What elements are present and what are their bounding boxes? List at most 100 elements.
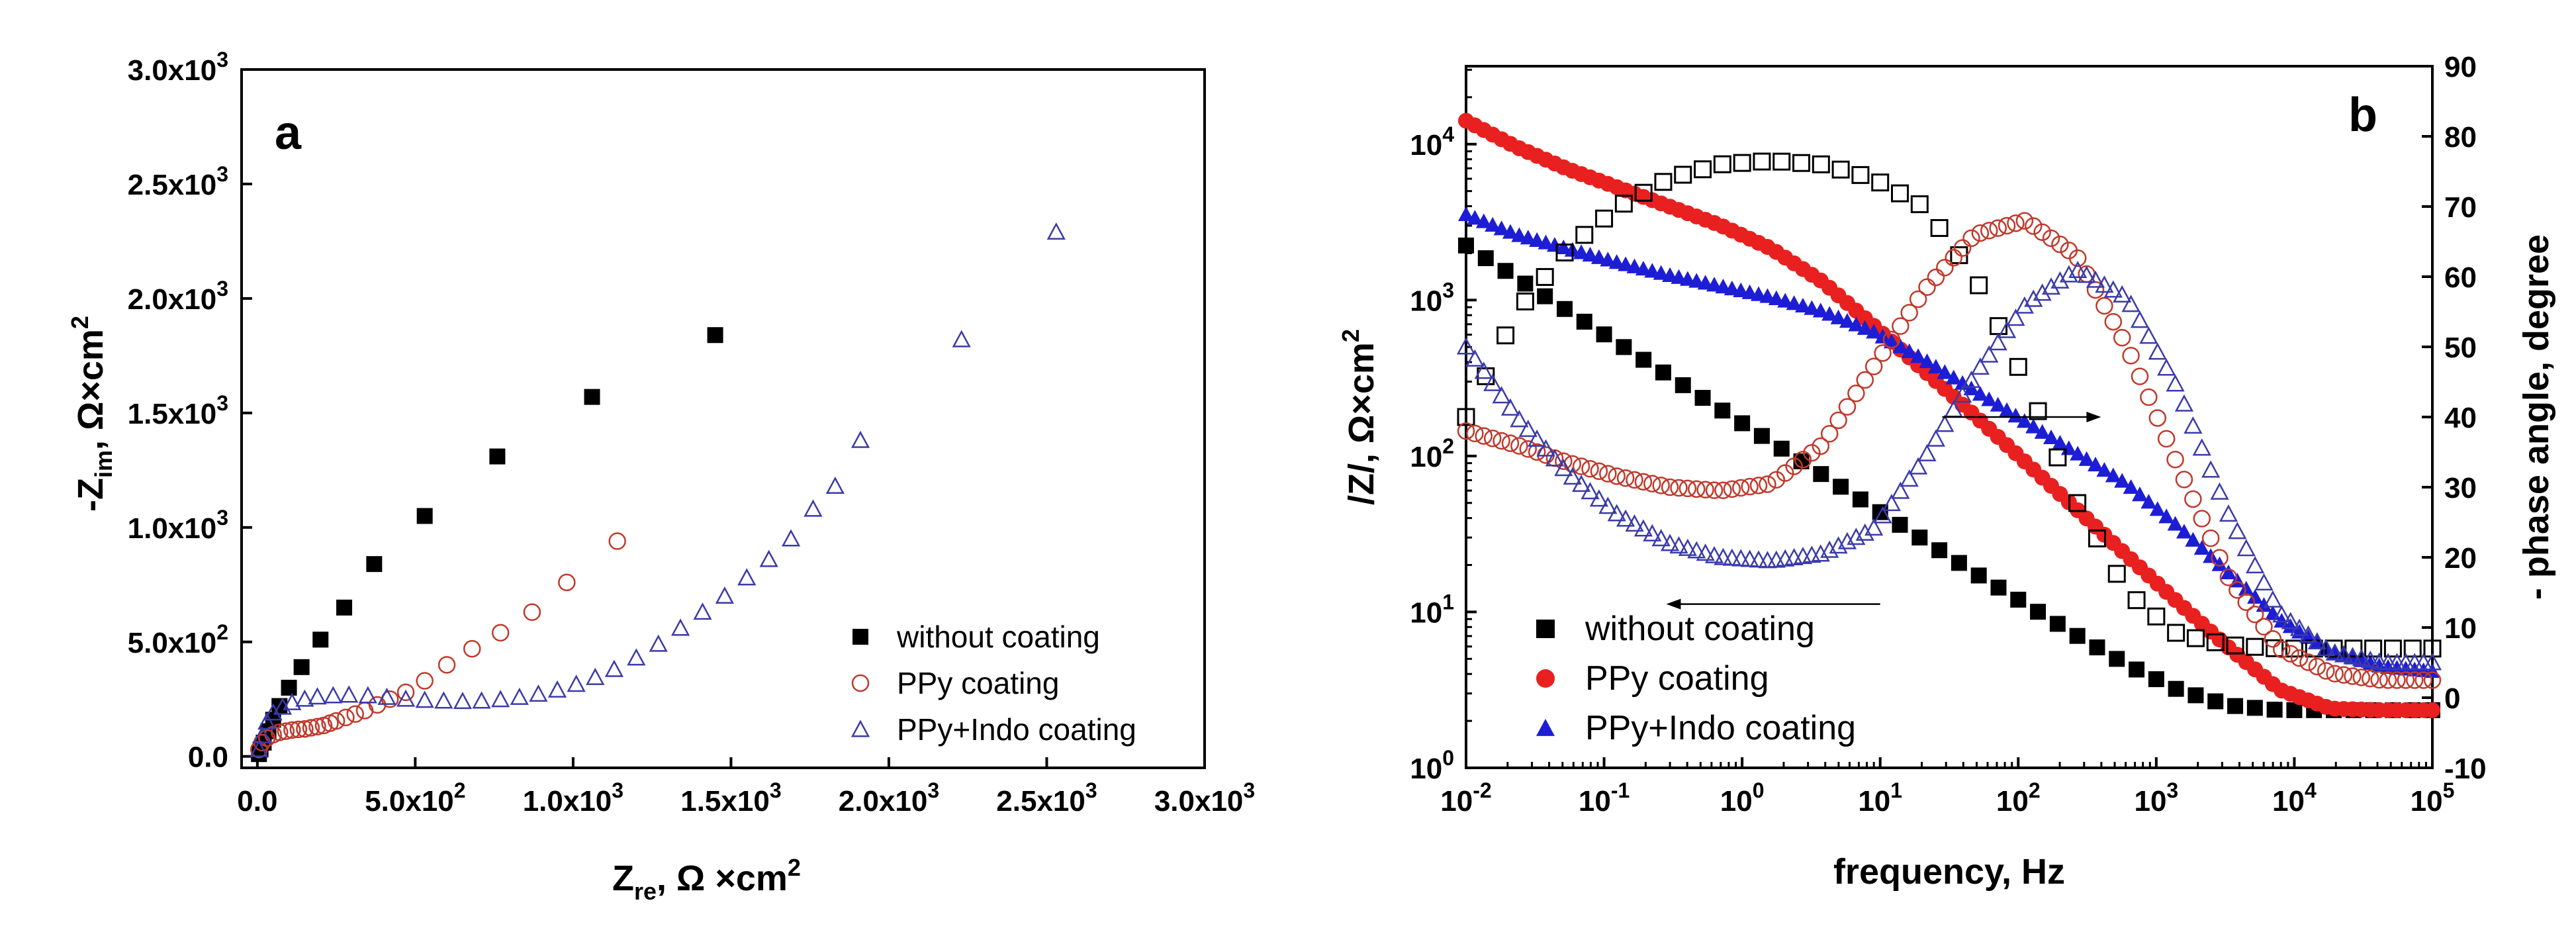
panel-b-phase-point-ppy-coating <box>1847 385 1865 402</box>
panel-b-modulus-point-ppy-indo-coating <box>1768 290 1784 305</box>
panel-b-x-tick-label: 100 <box>1720 778 1765 817</box>
panel-a-point-ppy-indo-coating <box>396 689 416 707</box>
panel-b-modulus-point-ppy-indo-coating <box>2123 479 2139 494</box>
panel-b-phase-point-ppy-indo-coating <box>1926 429 1946 447</box>
panel-b-modulus-point-without-coating <box>1556 301 1573 317</box>
panel-b-phase-point-ppy-coating <box>2219 568 2238 586</box>
panel-b-phase-point-ppy-coating <box>2157 430 2176 448</box>
panel-a-y-tick-label: 0.0 <box>188 741 228 774</box>
panel-b-phase-point-ppy-indo-coating <box>1554 459 1573 477</box>
panel-b-modulus-point-ppy-indo-coating <box>2043 429 2060 445</box>
panel-a-legend-label-ppy: PPy coating <box>897 666 1059 700</box>
panel-b-modulus-point-ppy-indo-coating <box>2211 556 2228 571</box>
panel-b-modulus-point-ppy-indo-coating <box>1794 297 1811 313</box>
panel-b-phase-point-without-coating <box>1634 183 1653 202</box>
panel-b-phase-point-ppy-indo-coating <box>1510 410 1529 428</box>
panel-a-point-ppy-indo-coating <box>510 687 529 705</box>
panel-b-phase-point-ppy-coating <box>2015 212 2034 230</box>
panel-b-phase-point-ppy-coating <box>2290 649 2309 667</box>
panel-b-phase-point-ppy-coating <box>1794 451 1812 469</box>
panel-b-x-tick-label: 10-2 <box>1440 778 1491 817</box>
panel-b-modulus-point-ppy-indo-coating <box>1573 244 1590 259</box>
panel-b-phase-point-ppy-indo-coating <box>1536 439 1555 457</box>
panel-b-phase-point-ppy-coating <box>2033 223 2051 241</box>
panel-b-phase-point-ppy-coating <box>1829 411 1847 430</box>
panel-b-phase-point-ppy-coating <box>1483 430 1502 447</box>
panel-b-modulus-point-without-coating <box>2168 680 2184 697</box>
panel-b-phase-point-ppy-indo-coating <box>2352 649 2371 667</box>
panel-b-legend-label-ppy-indo: PPy+Indo coating <box>1585 709 1856 747</box>
panel-b-phase-point-ppy-indo-coating <box>1660 534 1680 551</box>
panel-b-phase-point-ppy-coating <box>1812 437 1830 455</box>
panel-b-modulus-point-ppy-indo-coating <box>1493 220 1510 236</box>
panel-a-x-tick-label: 0.0 <box>237 785 277 817</box>
panel-b-phase-point-ppy-indo-coating <box>1518 420 1538 438</box>
panel-b-left-axis-label: /Z/, Ω×cm2 <box>1337 329 1381 505</box>
panel-b-x-tick-label: 105 <box>2411 778 2455 817</box>
panel-b-phase-point-ppy-coating <box>2166 451 2184 469</box>
panel-b-left-tick-label: 103 <box>1410 278 1454 317</box>
panel-b-modulus-point-ppy-indo-coating <box>1608 254 1625 269</box>
panel-a-point-ppy-coating <box>558 573 576 592</box>
panel-b-modulus-point-without-coating <box>2207 693 2224 710</box>
panel-b-phase-point-ppy-coating <box>2068 249 2087 267</box>
panel-a-point-ppy-indo-coating <box>453 692 473 710</box>
panel-b-phase-point-ppy-coating <box>2326 665 2344 683</box>
panel-b-phase-point-without-coating <box>1614 195 1633 213</box>
panel-b-phase-point-without-coating <box>1733 154 1751 172</box>
panel-b-phase-point-ppy-indo-coating <box>1900 469 1919 487</box>
panel-b-phase-point-ppy-indo-coating <box>2139 326 2158 344</box>
panel-b-phase-point-without-coating <box>2226 636 2244 655</box>
panel-b-modulus-point-ppy-indo-coating <box>2176 524 2192 539</box>
panel-a-point-ppy-indo-coating <box>263 703 283 721</box>
panel-b-phase-point-ppy-indo-coating <box>1740 549 1759 567</box>
panel-b-right-tick-label: 80 <box>2444 121 2477 154</box>
panel-a-label: a <box>275 107 302 160</box>
panel-b-phase-point-ppy-coating <box>1688 480 1706 498</box>
panel-a-legend: without coating PPy coating PPy+Indo coa… <box>851 620 1136 747</box>
panel-b-phase-point-ppy-coating <box>1572 457 1590 475</box>
panel-a-y-tick-label: 3.0x103 <box>128 48 228 87</box>
panel-b-modulus-point-ppy-indo-coating <box>1511 227 1528 242</box>
panel-a-point-ppy-coating <box>491 624 510 642</box>
panel-b-modulus-point-ppy-indo-coating <box>1981 391 1998 406</box>
panel-a-point-without-coating <box>707 327 723 344</box>
panel-b-left-tick-label: 102 <box>1410 434 1454 473</box>
panel-b-right-tick-label: 50 <box>2444 332 2477 364</box>
panel-a-plot-frame <box>240 68 1206 769</box>
panel-b-phase-point-ppy-indo-coating <box>2006 308 2025 326</box>
panel-b-modulus-point-ppy-indo-coating <box>1555 239 1572 255</box>
panel-b-phase-point-ppy-indo-coating <box>2121 295 2140 312</box>
panel-b-phase-point-ppy-indo-coating <box>1704 545 1724 563</box>
panel-a-point-ppy-coating <box>289 720 308 739</box>
panel-a-point-ppy-indo-coating <box>377 687 396 705</box>
panel-b-phase-point-ppy-indo-coating <box>2024 289 2043 307</box>
panel-b-phase-point-ppy-coating <box>1705 481 1724 499</box>
panel-b-legend-marker-ppy-indo-coating <box>1536 719 1555 736</box>
panel-b-phase-point-ppy-indo-coating <box>2289 618 2309 636</box>
panel-b-phase-point-ppy-coating <box>1882 330 1901 349</box>
panel-a-point-ppy-coating <box>346 705 364 723</box>
panel-a-point-ppy-indo-coating <box>759 549 778 567</box>
panel-b-phase-point-ppy-coating <box>2211 549 2229 567</box>
panel-a-legend-marker-ppy-indo-coating <box>851 720 870 737</box>
panel-b-phase-point-without-coating <box>2107 565 2126 583</box>
panel-a-point-ppy-indo-coating <box>308 687 327 705</box>
panel-b-modulus-point-ppy-indo-coating <box>2105 467 2121 483</box>
panel-b-modulus-point-ppy-indo-coating <box>1910 348 1927 363</box>
panel-b-phase-point-ppy-indo-coating <box>1970 357 1990 375</box>
panel-b-phase-point-ppy-coating <box>1599 465 1617 483</box>
panel-b-modulus-point-without-coating <box>2187 687 2204 704</box>
panel-b-phase-point-ppy-indo-coating <box>2422 653 2442 671</box>
panel-a-point-ppy-indo-coating <box>781 529 801 547</box>
panel-b-phase-point-ppy-coating <box>1466 424 1484 443</box>
panel-a-y-tick-label: 2.5x103 <box>128 162 228 201</box>
panel-a-x-tick-label: 2.0x103 <box>839 778 939 817</box>
panel-b-modulus-point-without-coating <box>1655 364 1671 381</box>
panel-b-modulus-point-ppy-indo-coating <box>1520 230 1536 245</box>
panel-b-modulus-point-ppy-indo-coating <box>2167 516 2184 531</box>
panel-b-phase-point-ppy-indo-coating <box>1643 524 1662 541</box>
panel-b-modulus-point-without-coating <box>1911 530 1928 546</box>
panel-b-modulus-point-ppy-indo-coating <box>2247 588 2264 604</box>
panel-a-point-ppy-indo-coating <box>627 648 646 666</box>
